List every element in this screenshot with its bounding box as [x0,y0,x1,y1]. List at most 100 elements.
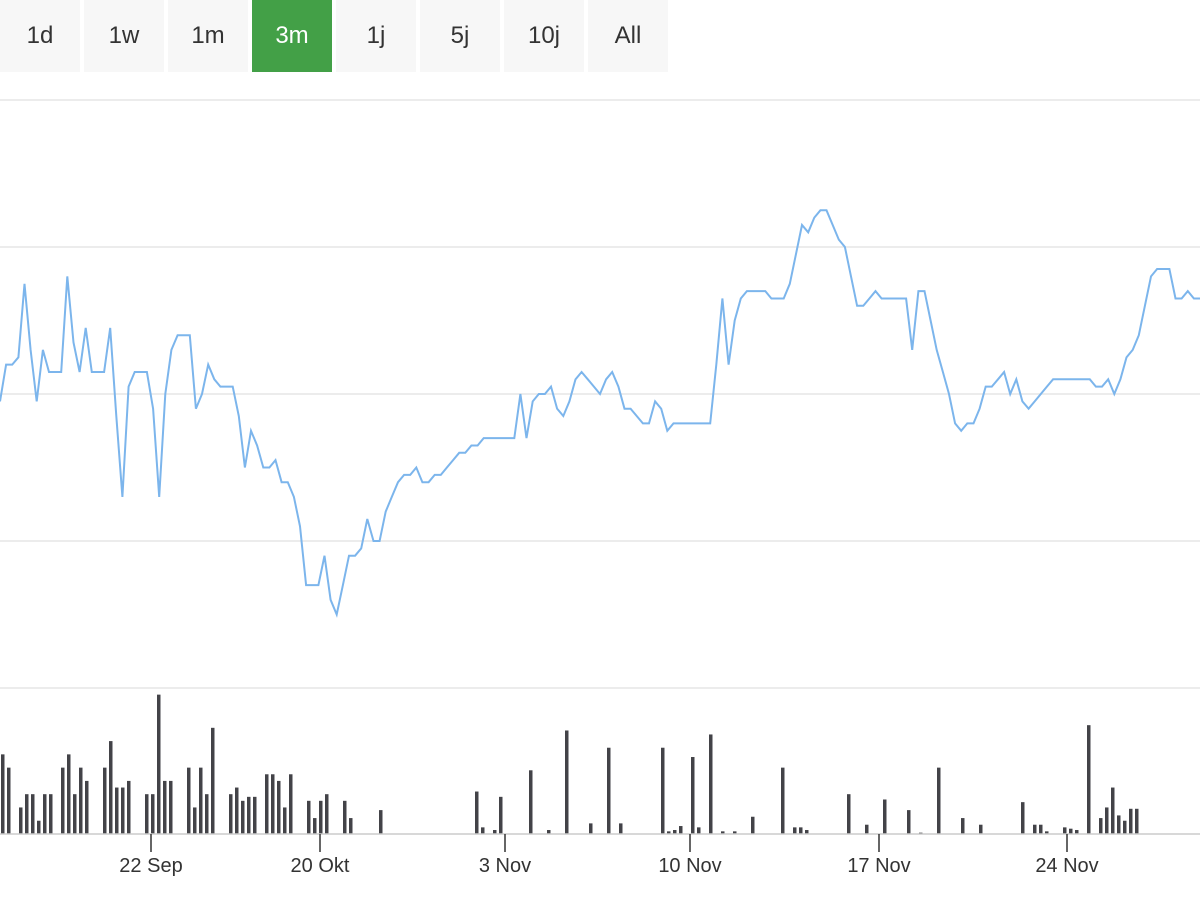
volume-bar [547,830,551,834]
volume-bar [847,794,851,834]
volume-bar [1063,827,1067,834]
volume-bar [907,810,911,834]
volume-bar [1069,828,1073,834]
volume-bar [151,794,155,834]
x-axis: 22 Sep 20 Okt 3 Nov 10 Nov 17 Nov 24 Nov [0,833,1200,877]
volume-bar [961,818,965,834]
range-1j-button[interactable]: 1j [336,0,416,72]
volume-bar [1099,818,1103,834]
x-tick-label: 20 Okt [291,855,350,877]
volume-bar [241,800,245,834]
volume-bar [157,694,161,834]
volume-bar [277,780,281,834]
volume-bar [1039,824,1043,834]
volume-bar [661,747,665,834]
price-series [0,209,1200,618]
volume-bar [349,818,353,834]
volume-bar [499,796,503,834]
volume-bar [85,780,89,834]
range-10j-button[interactable]: 10j [504,0,584,72]
x-tick-label: 17 Nov [847,855,910,877]
volume-bar [271,774,275,834]
x-tick-label: 22 Sep [119,855,182,877]
volume-bar [253,796,257,834]
volume-bar [481,827,485,834]
volume-bar [187,767,191,834]
range-all-button[interactable]: All [588,0,668,72]
volume-bar [67,754,71,834]
volume-bar [145,794,149,834]
volume-bar [673,830,677,834]
volume-series [1,694,1139,834]
volume-bar [565,730,569,834]
volume-bar [247,796,251,834]
volume-bar [1045,831,1049,834]
range-5j-button[interactable]: 5j [420,0,500,72]
volume-bar [1135,808,1139,834]
x-tick-label: 24 Nov [1035,855,1098,877]
x-tick-label: 3 Nov [479,855,531,877]
volume-bar [103,767,107,834]
volume-bar [199,767,203,834]
volume-bar [1021,802,1025,834]
volume-bar [697,827,701,834]
volume-bar [163,780,167,834]
volume-bar [283,807,287,834]
volume-bar [379,810,383,834]
volume-bar [883,799,887,834]
volume-bar [1087,725,1091,834]
volume-bar [937,767,941,834]
volume-bar [121,787,125,834]
range-selector: 1d 1w 1m 3m 1j 5j 10j All [0,0,668,72]
volume-bar [805,830,809,834]
volume-bar [691,757,695,834]
volume-bar [265,774,269,834]
range-3m-button[interactable]: 3m [252,0,332,72]
volume-bar [127,780,131,834]
volume-bar [109,741,113,834]
volume-bar [307,800,311,834]
volume-bar [1111,787,1115,834]
volume-bar [529,770,533,834]
volume-bar [325,794,329,834]
volume-bar [73,794,77,834]
volume-bar [211,727,215,834]
volume-bar [793,827,797,834]
volume-bar [235,787,239,834]
volume-bar [61,767,65,834]
volume-bar [115,787,119,834]
volume-bar [193,807,197,834]
volume-bar [799,827,803,834]
volume-bar [709,734,713,834]
volume-bar [169,780,173,834]
volume-bar [289,774,293,834]
volume-bar [313,818,317,834]
volume-bar [31,794,35,834]
volume-bar [1075,830,1079,834]
volume-bar [319,800,323,834]
volume-bar [733,831,737,834]
volume-bar [1117,815,1121,834]
volume-bar [1,754,5,834]
range-1w-button[interactable]: 1w [84,0,164,72]
volume-bar [493,830,497,834]
range-1m-button[interactable]: 1m [168,0,248,72]
volume-bar [1033,824,1037,834]
volume-bar [979,824,983,834]
volume-bar [667,831,671,834]
volume-bar [37,820,41,834]
volume-bar [589,823,593,834]
volume-bar [781,767,785,834]
volume-bar [475,791,479,834]
volume-bar [1123,820,1127,834]
volume-bar [79,767,83,834]
volume-bar [19,807,23,834]
range-1d-button[interactable]: 1d [0,0,80,72]
volume-bar [43,794,47,834]
volume-bar [229,794,233,834]
volume-bar [751,816,755,834]
volume-bar [607,747,611,834]
volume-bar [1129,808,1133,834]
x-tick-label: 10 Nov [658,855,721,877]
